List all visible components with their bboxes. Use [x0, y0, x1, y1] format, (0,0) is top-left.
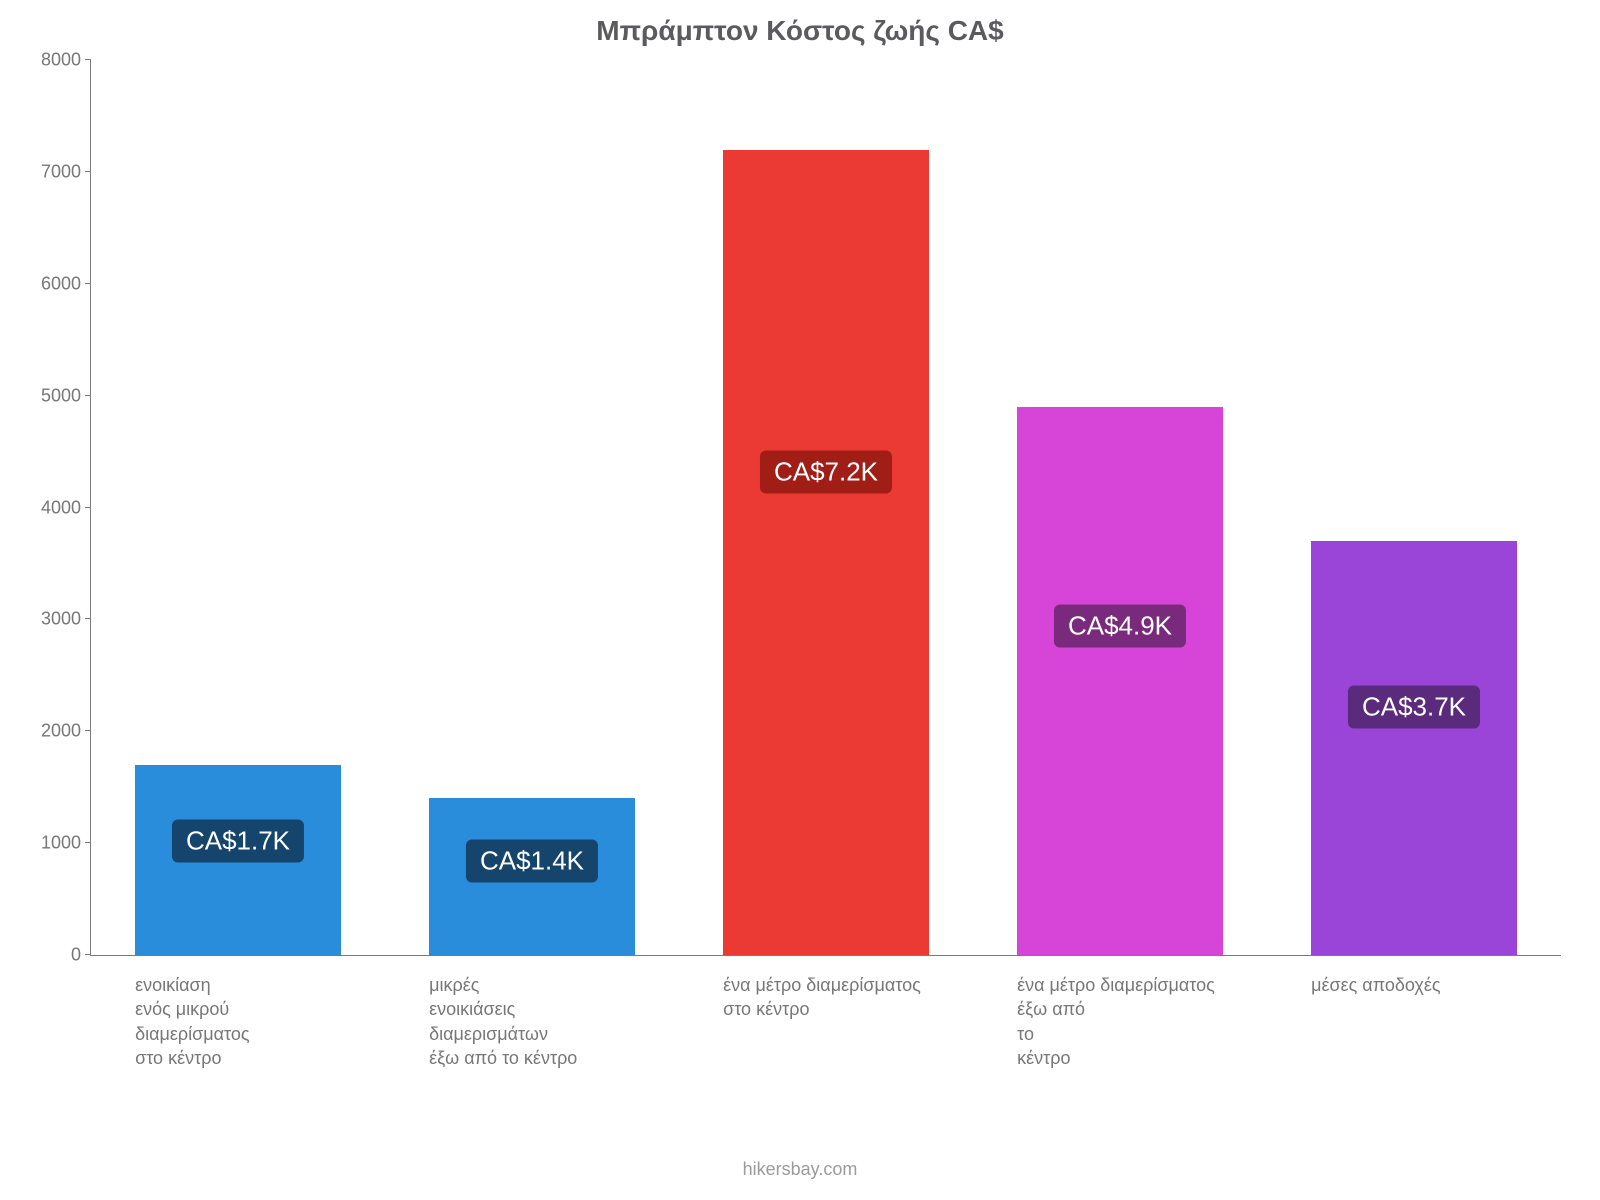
y-tick-mark [85, 395, 91, 396]
x-category-label: ένα μέτρο διαμερίσματος στο κέντρο [723, 955, 1002, 1022]
y-tick-label: 0 [71, 945, 91, 966]
bar-value-label: CA$4.9K [1054, 605, 1186, 648]
plot-area: 010002000300040005000600070008000CA$1.7K… [90, 60, 1561, 956]
y-tick-label: 6000 [41, 273, 91, 294]
bar-value-label: CA$3.7K [1348, 685, 1480, 728]
y-tick-mark [85, 730, 91, 731]
y-tick-label: 3000 [41, 609, 91, 630]
y-tick-mark [85, 283, 91, 284]
x-category-label: ενοικίαση ενός μικρού διαμερίσματος στο … [135, 955, 414, 1070]
bar [723, 150, 929, 956]
bar-value-label: CA$7.2K [760, 450, 892, 493]
y-tick-mark [85, 618, 91, 619]
y-tick-mark [85, 171, 91, 172]
y-tick-label: 1000 [41, 833, 91, 854]
chart-footer: hikersbay.com [0, 1159, 1600, 1180]
y-tick-label: 8000 [41, 50, 91, 71]
x-category-label: μικρές ενοικιάσεις διαμερισμάτων έξω από… [429, 955, 708, 1070]
x-category-label: μέσες αποδοχές [1311, 955, 1590, 997]
y-tick-label: 2000 [41, 721, 91, 742]
bar-value-label: CA$1.7K [172, 819, 304, 862]
x-category-label: ένα μέτρο διαμερίσματος έξω από το κέντρ… [1017, 955, 1296, 1070]
chart-title: Μπράμπτον Κόστος ζωής CA$ [0, 15, 1600, 47]
bar-value-label: CA$1.4K [466, 840, 598, 883]
y-tick-label: 4000 [41, 497, 91, 518]
bar [1311, 541, 1517, 955]
y-tick-mark [85, 954, 91, 955]
y-tick-label: 7000 [41, 161, 91, 182]
y-tick-mark [85, 842, 91, 843]
chart-container: Μπράμπτον Κόστος ζωής CA$ 01000200030004… [0, 0, 1600, 1200]
y-tick-mark [85, 59, 91, 60]
bar [1017, 407, 1223, 955]
y-tick-mark [85, 507, 91, 508]
y-tick-label: 5000 [41, 385, 91, 406]
